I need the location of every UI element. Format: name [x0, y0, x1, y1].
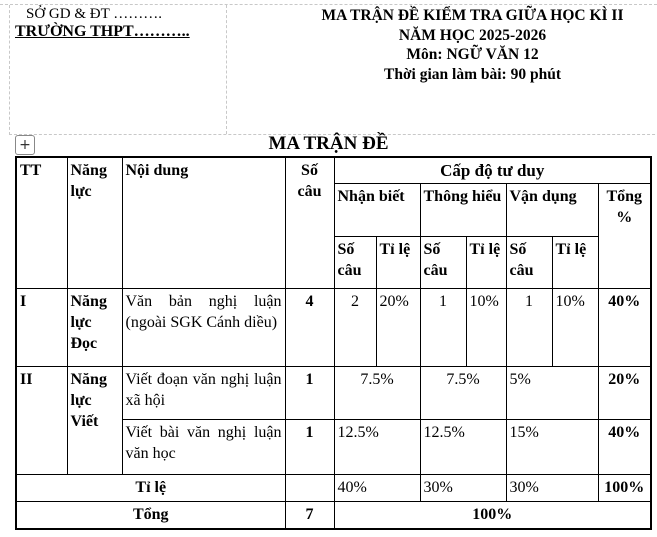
row-tong: 40%: [597, 419, 652, 475]
row-so-cau: 4: [284, 288, 335, 367]
department-label: SỞ GD & ĐT ……….: [26, 6, 162, 22]
row-nb-so-cau: 2: [333, 288, 377, 367]
table-row: I Năng lực Đọc Văn bản nghị luận (ngoài …: [15, 288, 652, 367]
row-th: 7.5%: [419, 366, 507, 420]
ti-le-so-cau: [284, 474, 335, 502]
header-table-gridlines: [9, 5, 657, 135]
row-tt: II: [15, 366, 68, 475]
row-nb-ti-le: 20%: [375, 288, 421, 367]
ti-le-vd: 30%: [505, 474, 599, 502]
table-row: II Năng lực Viết Viết đoạn văn nghị luận…: [15, 366, 652, 475]
header-nb-ti-le: Tỉ lệ: [375, 236, 421, 289]
header-tt: TT: [15, 156, 68, 289]
header-vd-ti-le: Tỉ lệ: [551, 236, 599, 289]
duration: Thời gian làm bài: 90 phút: [384, 65, 561, 83]
header-van-dung: Vận dụng: [505, 183, 599, 237]
row-nb: 7.5%: [333, 366, 421, 420]
row-vd: 5%: [505, 366, 599, 420]
row-vd-ti-le: 10%: [551, 288, 599, 367]
row-nb: 12.5%: [333, 419, 421, 475]
header-noi-dung: Nội dung: [121, 156, 286, 289]
row-nang-luc: Năng lực Đọc: [66, 288, 123, 367]
tong-label: Tổng: [15, 501, 286, 529]
doc-title: MA TRẬN ĐỀ: [268, 133, 389, 154]
exam-title-block: MA TRẬN ĐỀ KIỂM TRA GIỮA HỌC KÌ II NĂM H…: [300, 6, 645, 84]
tong-total: 100%: [333, 501, 652, 529]
row-so-cau: 1: [284, 366, 335, 420]
row-th: 12.5%: [419, 419, 507, 475]
matrix-table: TT Năng lực Nội dung Số câu Cấp độ tư du…: [15, 156, 652, 530]
row-vd-so-cau: 1: [505, 288, 553, 367]
header-tong-pct: Tổng %: [597, 183, 652, 289]
tong-row: Tổng 7 100%: [15, 501, 652, 529]
header-so-cau: Số câu: [284, 156, 335, 289]
header-nang-luc: Năng lực: [66, 156, 123, 289]
row-noi-dung: Văn bản nghị luận (ngoài SGK Cánh diều): [121, 288, 286, 367]
row-tong: 40%: [597, 288, 652, 367]
tong-so-cau: 7: [284, 501, 335, 529]
subject: Môn: NGỮ VĂN 12: [406, 46, 539, 63]
row-th-so-cau: 1: [419, 288, 467, 367]
school-year: NĂM HỌC 2025-2026: [398, 26, 547, 44]
row-noi-dung: Viết đoạn văn nghị luận xã hội: [121, 366, 286, 420]
header-nhan-biet: Nhận biết: [333, 183, 421, 237]
header-table-divider: [226, 5, 227, 134]
school-label: TRƯỜNG THPT………..: [15, 23, 190, 40]
ti-le-row: Tỉ lệ 40% 30% 30% 100%: [15, 474, 652, 502]
header-thong-hieu: Thông hiểu: [419, 183, 507, 237]
table-row: Viết bài văn nghị luận văn học 1 12.5% 1…: [16, 419, 652, 475]
header-th-so-cau: Số câu: [419, 236, 467, 289]
row-so-cau: 1: [284, 419, 335, 475]
row-th-ti-le: 10%: [465, 288, 507, 367]
header-th-ti-le: Tỉ lệ: [465, 236, 507, 289]
ti-le-th: 30%: [419, 474, 507, 502]
ti-le-tong: 100%: [597, 474, 652, 502]
ti-le-label: Tỉ lệ: [15, 474, 286, 502]
row-vd: 15%: [505, 419, 599, 475]
exam-title: MA TRẬN ĐỀ KIỂM TRA GIỮA HỌC KÌ II: [321, 7, 624, 24]
header-vd-so-cau: Số câu: [505, 236, 553, 289]
row-tt: I: [15, 288, 68, 367]
page-top-border: [0, 4, 657, 5]
row-nang-luc: Năng lực Viết: [66, 366, 123, 475]
row-noi-dung: Viết bài văn nghị luận văn học: [121, 419, 286, 475]
header-cap-do: Cấp độ tư duy: [333, 156, 652, 184]
ti-le-nb: 40%: [333, 474, 421, 502]
row-tong: 20%: [597, 366, 652, 420]
header-nb-so-cau: Số câu: [333, 236, 377, 289]
table-move-handle[interactable]: +: [15, 135, 35, 155]
